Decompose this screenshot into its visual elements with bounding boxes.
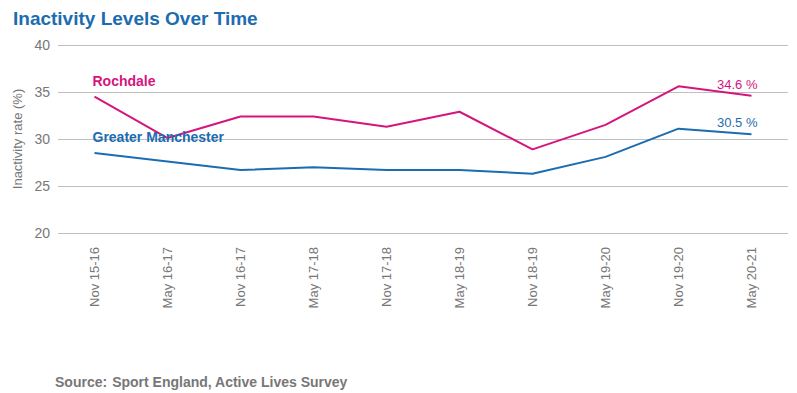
svg-text:25: 25 bbox=[34, 178, 50, 194]
svg-text:35: 35 bbox=[34, 84, 50, 100]
svg-text:Nov 18-19: Nov 18-19 bbox=[525, 247, 540, 307]
svg-text:30: 30 bbox=[34, 131, 50, 147]
svg-text:Rochdale: Rochdale bbox=[93, 73, 156, 89]
svg-text:May 19-20: May 19-20 bbox=[598, 247, 613, 308]
svg-text:May 16-17: May 16-17 bbox=[160, 247, 175, 308]
svg-text:Source:: Source: bbox=[55, 374, 107, 390]
svg-text:May 20-21: May 20-21 bbox=[744, 247, 759, 308]
svg-text:20: 20 bbox=[34, 225, 50, 241]
svg-text:40: 40 bbox=[34, 37, 50, 53]
svg-text:Greater Manchester: Greater Manchester bbox=[93, 129, 225, 145]
svg-text:34.6 %: 34.6 % bbox=[717, 77, 758, 92]
svg-text:Nov 17-18: Nov 17-18 bbox=[379, 247, 394, 307]
svg-text:Nov 15-16: Nov 15-16 bbox=[87, 247, 102, 307]
svg-text:Inactivity Levels Over Time: Inactivity Levels Over Time bbox=[13, 8, 258, 29]
svg-text:Nov 16-17: Nov 16-17 bbox=[233, 247, 248, 307]
svg-text:Inactivity rate (%): Inactivity rate (%) bbox=[10, 89, 25, 189]
svg-text:Nov 19-20: Nov 19-20 bbox=[671, 247, 686, 307]
svg-text:Sport England, Active Lives Su: Sport England, Active Lives Survey bbox=[112, 374, 347, 390]
svg-text:May 17-18: May 17-18 bbox=[306, 247, 321, 308]
svg-text:May 18-19: May 18-19 bbox=[452, 247, 467, 308]
svg-text:30.5 %: 30.5 % bbox=[717, 115, 758, 130]
